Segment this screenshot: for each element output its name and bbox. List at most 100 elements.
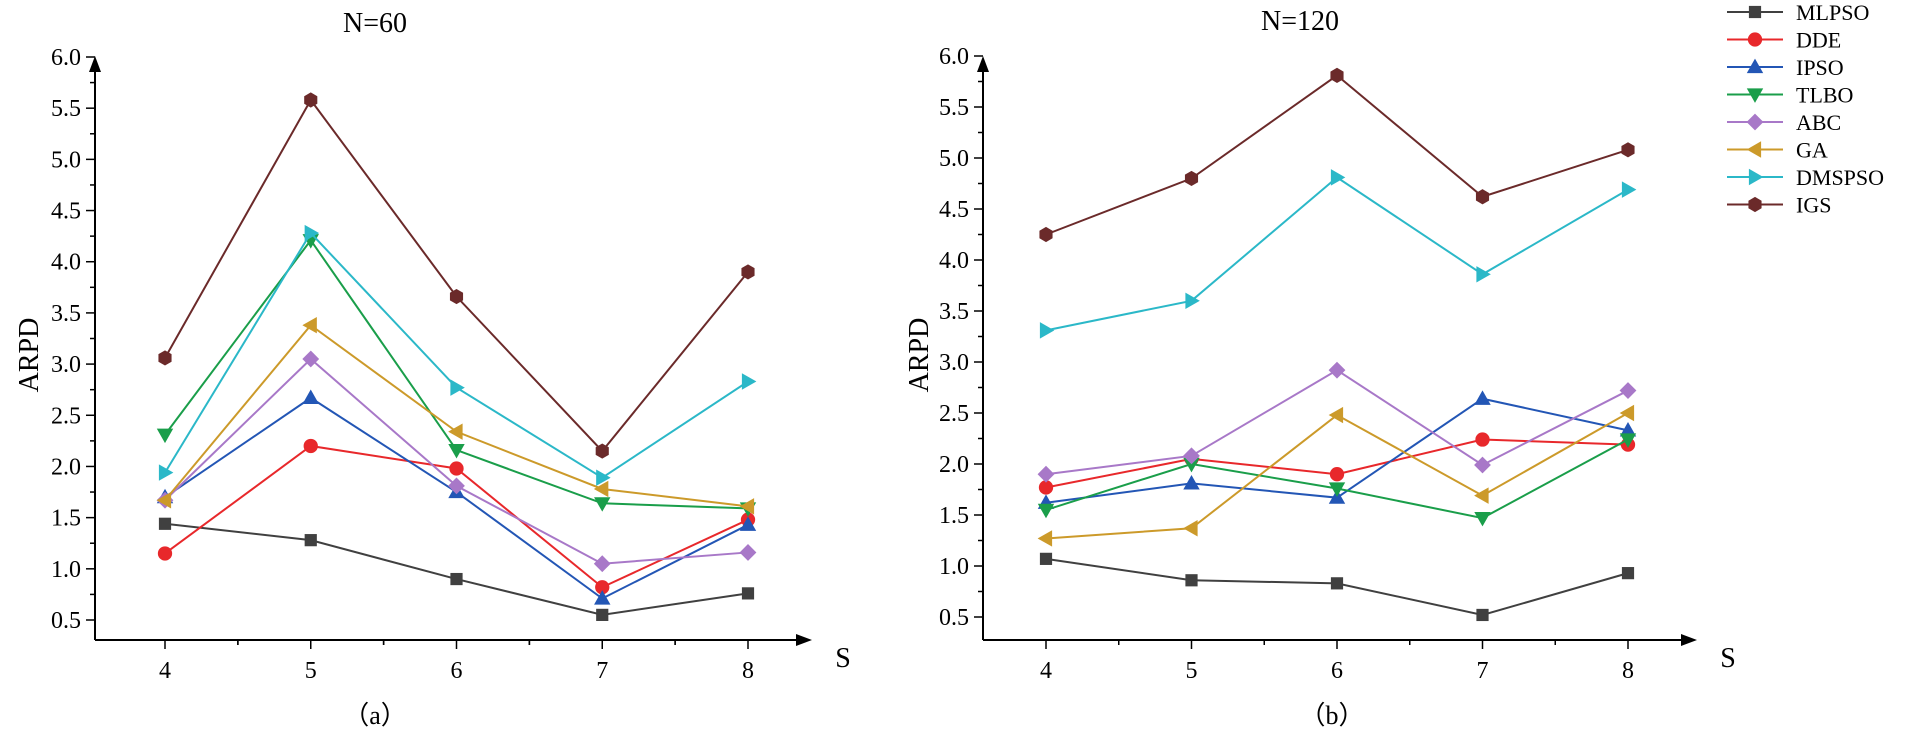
panel-a-point-mlpso (596, 608, 609, 621)
panel-b-series-dmspso (1039, 169, 1637, 339)
legend-label: IGS (1796, 193, 1831, 218)
panel-b-point-ga (1183, 520, 1198, 537)
panel-a-ytick-label: 1.0 (51, 557, 81, 583)
panel-a-xtick-label: 4 (159, 658, 171, 684)
panel-b-point-abc (1183, 447, 1200, 465)
panel-a-xtick-label: 6 (451, 658, 463, 684)
panel-b-point-ga (1619, 404, 1635, 422)
panel-a-ytick-label: 3.5 (51, 301, 81, 327)
legend-marker (1748, 196, 1762, 213)
panel-b-point-tlbo (1037, 503, 1055, 519)
legend-entry-mlpso: MLPSO (1727, 0, 1869, 25)
panel-b-point-mlpso (1185, 574, 1198, 587)
panel-a-ytick-label: 3.0 (51, 352, 81, 378)
legend-label: DDE (1796, 28, 1841, 53)
panel-b-ytick-label: 1.5 (939, 503, 969, 529)
panel-b-point-mlpso (1476, 608, 1489, 622)
panel-b-ytick-label: 4.0 (939, 248, 969, 274)
panel-a-series-ga (156, 316, 755, 515)
panel-a-point-igs (449, 288, 464, 305)
panel-b-ytick-label: 2.5 (939, 401, 969, 427)
panel-a-point-mlpso (450, 572, 463, 586)
panel-a-point-mlpso (158, 517, 172, 530)
panel-b-ytick-label: 3.5 (939, 299, 969, 325)
panel-b-xtick-label: 8 (1622, 658, 1634, 684)
panel-a-ytick-label: 1.5 (51, 506, 81, 532)
panel-b-ytick-label: 6.0 (939, 44, 969, 70)
panel-a-point-tlbo (594, 497, 611, 512)
panel-b-point-dde (1329, 467, 1345, 482)
panel-b-xtick-label: 5 (1186, 658, 1198, 684)
panel-b-point-igs (1039, 226, 1053, 243)
panel-a-point-tlbo (448, 443, 465, 459)
panel-b-point-tlbo (1474, 511, 1491, 527)
panel-a-point-ga (593, 480, 609, 498)
panel-b-series-abc (1037, 361, 1637, 483)
panel-b-x-axis-arrow (1681, 634, 1697, 646)
panel-b-ytick-label: 3.0 (939, 350, 969, 376)
panel-b-point-ga (1037, 530, 1053, 547)
panel-a-xtick-label: 8 (742, 658, 754, 684)
panel-a-point-dmspso (741, 373, 757, 390)
legend-label: MLPSO (1796, 0, 1869, 25)
panel-a-xtick-label: 7 (596, 658, 608, 684)
panel-a-point-ipso (739, 516, 757, 531)
panel-a-point-dmspso (596, 469, 611, 486)
legend-entry-abc: ABC (1727, 110, 1841, 135)
panel-a-xlabel: S (835, 643, 851, 674)
panel-b-series-mlpso (1039, 552, 1635, 622)
panel-b-series-tlbo (1037, 433, 1637, 527)
panel-b-series-ga (1037, 404, 1635, 547)
legend-label: IPSO (1796, 55, 1844, 80)
panel-a-point-dmspso (158, 464, 174, 481)
panel-b-point-igs (1330, 67, 1344, 83)
panel-b-point-dmspso (1185, 292, 1200, 310)
panel-a-title: N=60 (343, 8, 407, 39)
panel-b-ytick-label: 5.5 (939, 95, 969, 121)
panel-b-point-mlpso (1330, 577, 1344, 590)
panel-a-x-axis-arrow (796, 634, 812, 646)
panel-b-point-mlpso (1621, 567, 1635, 580)
panel-b-chart: N=120 ARPD S （b） 0.5 1.0 1.5 2.0 2.5 3.0 3.5 4.… (904, 6, 1736, 730)
panel-a-point-dde (449, 461, 464, 476)
panel-a-point-dmspso (304, 224, 320, 242)
panel-b-point-abc (1328, 361, 1346, 379)
panel-b-point-abc (1474, 456, 1491, 474)
legend-marker (1746, 88, 1764, 103)
panel-a-point-dmspso (450, 379, 465, 396)
panel-a-point-tlbo (156, 428, 174, 444)
panel-b-point-ga (1328, 406, 1344, 424)
panel-b-point-ipso (1474, 390, 1491, 405)
panel-a-caption: （a） (343, 701, 407, 730)
panel-a-series-igs (158, 92, 755, 459)
panel-b-caption: （b） (1299, 701, 1364, 730)
panel-a-point-mlpso (304, 534, 317, 547)
panel-a-point-ipso (302, 389, 319, 404)
panel-b-point-dmspso (1039, 322, 1055, 339)
legend-marker (1748, 5, 1762, 19)
panel-b-xtick-label: 7 (1477, 658, 1489, 684)
panel-b-ytick-label: 0.5 (939, 605, 969, 631)
panel-a-series-mlpso (158, 517, 755, 621)
legend-entry-ga: GA (1727, 138, 1828, 163)
legend-marker (1747, 32, 1763, 47)
panel-b-point-tlbo (1328, 482, 1346, 497)
panel-a-ytick-label: 6.0 (51, 45, 81, 71)
panel-b-xlabel: S (1720, 643, 1736, 674)
panel-a-point-mlpso (741, 587, 755, 600)
panel-a-ytick-label: 4.5 (51, 199, 81, 225)
panel-a-point-abc (448, 477, 465, 495)
panel-b-point-igs (1184, 170, 1199, 186)
panel-a-ylabel: ARPD (14, 318, 45, 393)
panel-b-point-igs (1475, 189, 1490, 205)
legend-marker (1746, 113, 1764, 131)
panel-a-line-igs (164, 98, 749, 453)
panel-b-point-ga (1474, 487, 1489, 504)
panel-b-point-abc (1619, 382, 1637, 399)
panel-b-point-dde (1038, 480, 1054, 495)
panel-a-point-dde (303, 438, 318, 454)
panel-a-point-ga (156, 492, 172, 509)
panel-b-point-ipso (1183, 475, 1200, 490)
